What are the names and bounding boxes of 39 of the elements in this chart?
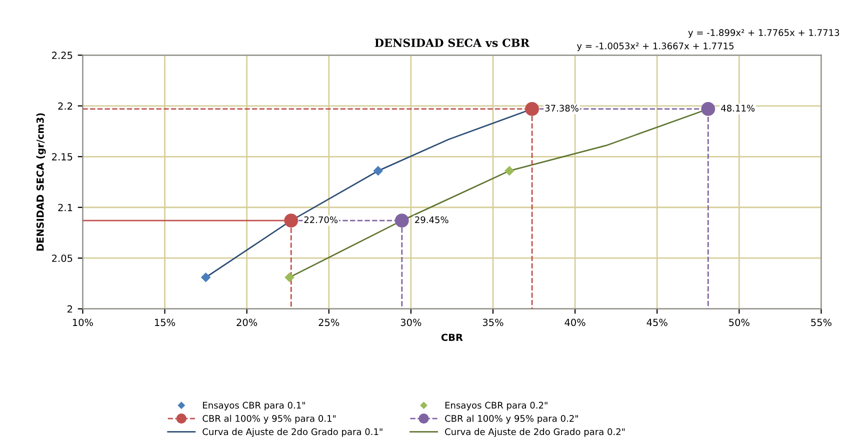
legend-label: CBR al 100% y 95% para 0.1" [202,414,336,424]
point [284,214,298,228]
y-tick-label: 2.15 [52,153,72,160]
chart-title: DENSIDAD SECA vs CBR [374,38,530,48]
point [373,166,383,176]
y-tick-label: 2.1 [58,204,72,212]
legend-label: Ensayos CBR para 0.1" [203,402,305,410]
x-axis-title: CBR [441,334,463,342]
x-tick-label: 15% [155,318,176,326]
y-axis-title: DENSIDAD SECA (gr/cm3) [36,113,46,251]
annotation: 37.38% [545,104,578,112]
x-tick-label: 45% [646,318,668,326]
y-tick-label: 2.25 [52,52,72,60]
annotation: 22.70% [304,216,338,224]
x-tick-label: 55% [811,318,832,326]
legend-label: Curva de Ajuste de 2do Grado para 0.1" [202,428,382,437]
annotation: 48.11% [721,104,755,112]
annotation: 29.45% [415,216,448,224]
legend-label: Curva de Ajuste de 2do Grado para 0.2" [445,428,625,437]
y-tick-label: 2.05 [52,254,72,262]
point [201,272,210,282]
x-tick-label: 30% [400,318,422,326]
x-tick-label: 50% [729,318,750,326]
point [504,166,514,176]
point [525,102,539,116]
x-tick-label: 40% [564,318,586,326]
x-tick-label: 20% [236,318,258,326]
point [394,214,409,228]
point [701,102,716,116]
text: y = -1.0053x² + 1.3667x + 1.7715 [576,42,734,52]
x-tick-label: 10% [72,318,93,326]
legend-label: Ensayos CBR para 0.2" [445,402,548,410]
legend-label: CBR al 100% y 95% para 0.2" [445,414,578,424]
text: y = -1.899x² + 1.7765x + 1.7713 [688,29,840,38]
y-tick-label: 2 [68,305,72,313]
x-tick-label: 25% [318,318,340,326]
x-tick-label: 35% [482,318,504,326]
y-tick-label: 2.2 [58,102,72,110]
point [284,272,294,282]
